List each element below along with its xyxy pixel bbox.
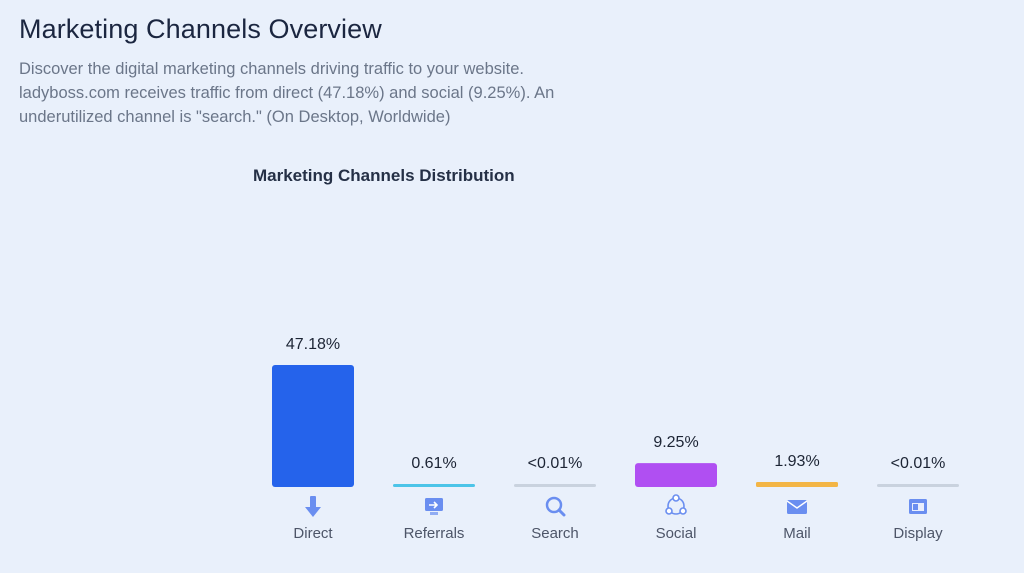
arrow-down-icon: [305, 496, 321, 517]
bar-search[interactable]: [514, 484, 596, 487]
category-label-social: Social: [656, 525, 697, 542]
category-label-referrals: Referrals: [404, 525, 465, 542]
value-label-search: <0.01%: [528, 455, 583, 472]
category-label-direct: Direct: [293, 525, 333, 542]
mail-envelope-icon: [786, 500, 808, 514]
page-title: Marketing Channels Overview: [19, 14, 382, 44]
value-label-direct: 47.18%: [286, 336, 340, 353]
value-label-display: <0.01%: [891, 455, 946, 472]
page-description: Discover the digital marketing channels …: [19, 60, 555, 126]
search-magnifier-icon: [545, 496, 566, 517]
social-network-icon: [665, 494, 687, 515]
referral-monitor-icon: [425, 498, 443, 515]
category-label-search: Search: [531, 525, 579, 542]
category-label-display: Display: [893, 525, 943, 542]
bar-direct[interactable]: [272, 365, 354, 487]
display-ad-icon: [909, 499, 927, 514]
bar-referrals[interactable]: [393, 484, 475, 487]
value-label-social: 9.25%: [653, 434, 698, 451]
value-label-mail: 1.93%: [774, 453, 819, 470]
category-label-mail: Mail: [783, 525, 811, 542]
value-label-referrals: 0.61%: [411, 455, 456, 472]
chart-title: Marketing Channels Distribution: [253, 166, 515, 185]
bar-display[interactable]: [877, 484, 959, 487]
bar-social[interactable]: [635, 463, 717, 487]
bar-mail[interactable]: [756, 482, 838, 487]
